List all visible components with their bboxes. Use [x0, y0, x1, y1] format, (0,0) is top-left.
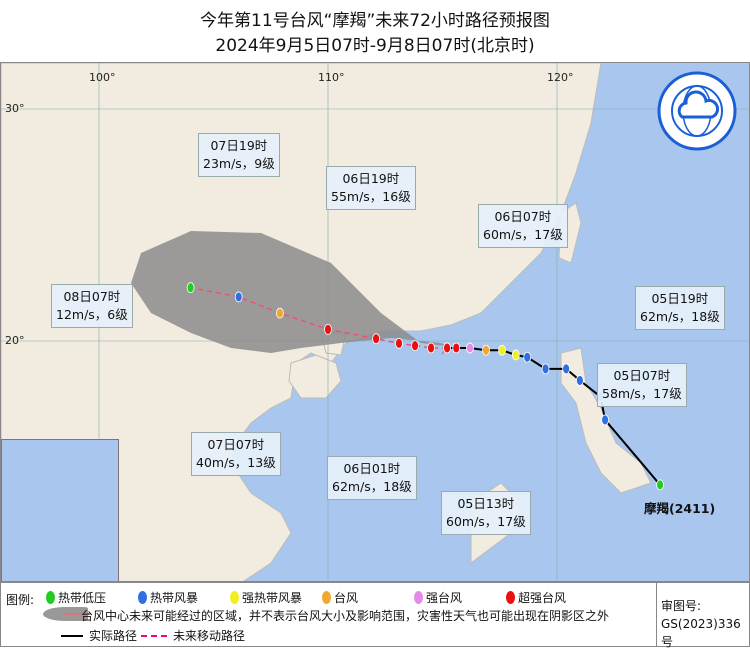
forecast-track-point-super_typhoon — [427, 342, 435, 354]
actual-track-point-super_typhoon — [452, 342, 461, 354]
legend-item-label: 热带低压 — [58, 591, 107, 605]
callout-wind: 62m/s，18级 — [640, 309, 720, 324]
inset-south-china-sea — [1, 439, 119, 581]
callout-time: 07日07时 — [207, 437, 265, 452]
callout-08-07: 08日07时 12m/s，6级 — [51, 284, 133, 328]
forecast-track-point-super_typhoon — [324, 323, 332, 335]
callout-wind: 62m/s，18级 — [332, 479, 412, 494]
lat-label-20: 20° — [5, 334, 25, 347]
forecast-track-point-super_typhoon — [411, 340, 419, 352]
typhoon-track-map: 100° 110° 120° 30° 20° 07日19时 23m/s，9级 06… — [0, 62, 750, 582]
map-canvas — [1, 63, 749, 581]
forecast-track-point-super_typhoon — [372, 333, 380, 345]
callout-wind: 23m/s，9级 — [203, 156, 275, 171]
callout-wind: 12m/s，6级 — [56, 307, 128, 322]
callout-wind: 58m/s，17级 — [602, 386, 682, 401]
cone-swatch — [43, 607, 89, 621]
typhoon-symbol-icon — [506, 591, 515, 604]
legend-item: 热带低压 — [46, 589, 106, 606]
legend-item: 超强台风 — [506, 589, 566, 606]
legend-item-label: 强热带风暴 — [242, 591, 303, 605]
lon-label-110: 110° — [318, 71, 345, 84]
actual-track-point-severe_tropical_storm — [511, 349, 520, 361]
cone-description: 台风中心未来可能经过的区域，并不表示台风大小及影响范围，灾害性天气也可能出现在阴… — [81, 609, 610, 623]
legend-item: 强热带风暴 — [230, 589, 302, 606]
callout-06-19: 06日19时 55m/s，16级 — [326, 166, 416, 210]
legend-actual-label: 实际路径 — [89, 629, 138, 643]
forecast-track-line — [190, 286, 448, 349]
legend-title: 图例: — [6, 593, 35, 607]
legend-item-label: 热带风暴 — [150, 591, 199, 605]
forecast-track-point-super_typhoon — [395, 337, 403, 349]
callout-time: 07日19时 — [210, 138, 268, 153]
callout-wind: 60m/s，17级 — [446, 514, 526, 529]
approval-number: 审图号: GS(2023)336号 — [656, 583, 749, 649]
typhoon-name-label: 摩羯(2411) — [644, 501, 716, 516]
callout-time: 05日07时 — [613, 368, 671, 383]
actual-track-point-tropical_storm — [562, 363, 571, 375]
callout-wind: 55m/s，16级 — [331, 189, 411, 204]
legend-forecast-label: 未来移动路径 — [173, 629, 246, 643]
actual-track-point-strong_typhoon — [466, 342, 474, 354]
legend: 图例: 热带低压 热带风暴 强热带风暴 台风 强台风 超强台风 台风中心未来可能经过的区域… — [0, 582, 750, 649]
typhoon-symbol-icon — [230, 591, 239, 604]
dashed-line-icon — [141, 634, 167, 637]
legend-item: 热带风暴 — [138, 589, 198, 606]
callout-06-01: 06日01时 62m/s，18级 — [327, 456, 417, 500]
actual-track-point-tropical_depression — [656, 479, 664, 491]
callout-time: 06日19时 — [342, 171, 400, 186]
callout-05-19: 05日19时 62m/s，18级 — [635, 286, 725, 330]
legend-item-label: 台风 — [334, 591, 359, 605]
actual-track-point-tropical_storm — [523, 351, 532, 363]
actual-track-point-tropical_storm — [541, 363, 550, 375]
actual-track-point-tropical_storm — [576, 375, 584, 386]
forecast-track-point-typhoon — [276, 307, 284, 319]
lat-label-30: 30° — [5, 102, 25, 115]
approval-label: 审图号: — [661, 599, 702, 613]
typhoon-symbol-icon — [138, 591, 147, 604]
callout-time: 06日01时 — [343, 461, 401, 476]
typhoon-symbol-icon — [322, 591, 331, 604]
approval-value: GS(2023)336号 — [661, 617, 741, 649]
forecast-cone — [131, 231, 451, 355]
legend-forecast-path: 未来移动路径 — [141, 627, 245, 644]
callout-05-13: 05日13时 60m/s，17级 — [441, 491, 531, 535]
hainan-meteorological-bureau-logo — [657, 71, 737, 151]
typhoon-symbol-icon — [46, 591, 55, 604]
map-subtitle: 2024年9月5日07时-9月8日07时(北京时) — [215, 36, 535, 56]
callout-wind: 40m/s，13级 — [196, 455, 276, 470]
legend-item: 台风 — [322, 589, 358, 606]
callout-05-07: 05日07时 58m/s，17级 — [597, 363, 687, 407]
callout-06-07: 06日07时 60m/s，17级 — [478, 204, 568, 248]
actual-track-point-severe_tropical_storm — [498, 344, 506, 356]
legend-actual-path: 实际路径 — [61, 627, 137, 644]
legend-item: 强台风 — [414, 589, 462, 606]
actual-track-point-tropical_storm — [601, 414, 609, 426]
callout-time: 08日07时 — [63, 289, 121, 304]
callout-wind: 60m/s，17级 — [483, 227, 563, 242]
forecast-track-point-tropical_storm — [234, 291, 243, 303]
typhoon-symbol-icon — [414, 591, 423, 604]
actual-track-point-super_typhoon — [443, 342, 451, 354]
legend-item-label: 超强台风 — [518, 591, 567, 605]
callout-time: 05日13时 — [457, 496, 515, 511]
callout-07-07: 07日07时 40m/s，13级 — [191, 432, 281, 476]
forecast-track-point-tropical_depression — [186, 282, 195, 294]
callout-time: 06日07时 — [494, 209, 552, 224]
lon-label-100: 100° — [89, 71, 116, 84]
callout-07-19: 07日19时 23m/s，9级 — [198, 133, 280, 177]
callout-time: 05日19时 — [651, 291, 709, 306]
solid-line-icon — [61, 634, 83, 637]
map-title: 今年第11号台风“摩羯”未来72小时路径预报图 — [200, 11, 550, 31]
lon-label-120: 120° — [547, 71, 574, 84]
actual-track-point-typhoon — [482, 344, 490, 356]
legend-item-label: 强台风 — [426, 591, 463, 605]
